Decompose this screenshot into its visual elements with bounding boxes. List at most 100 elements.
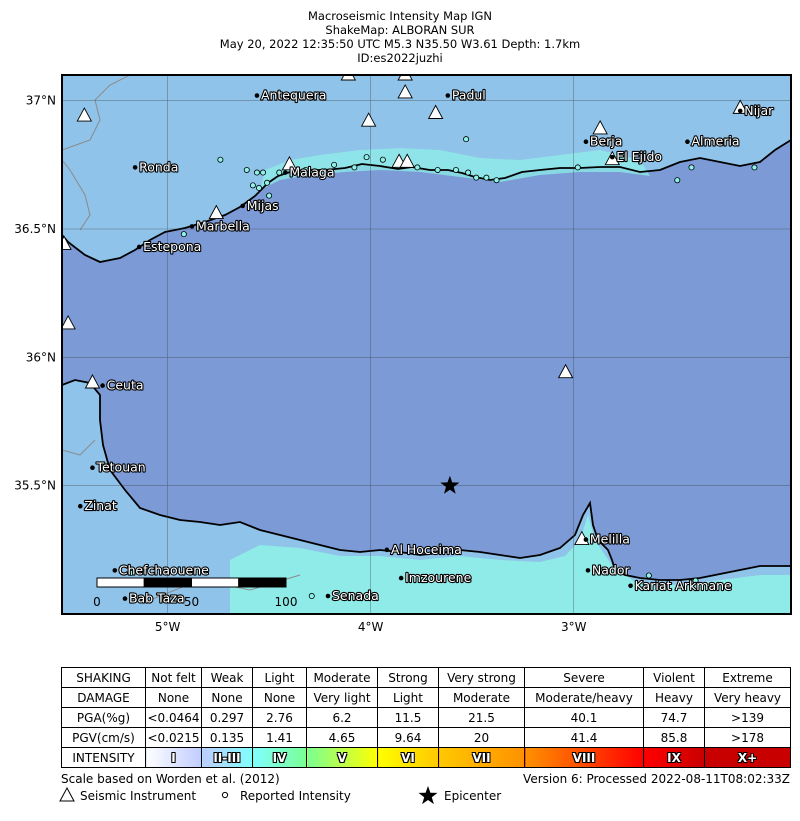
city-dot [583,139,589,145]
intensity-color-cell: V [306,747,378,768]
city-dot [254,93,260,98]
seismic-station-marker[interactable] [592,119,608,135]
city-dot [122,596,128,601]
legend-cell: <0.0464 [145,707,202,728]
legend-cell: Very strong [438,667,525,688]
city-label: El Ejido [616,149,662,164]
legend-cell: Heavy [643,687,705,708]
seismic-station-marker[interactable] [340,67,357,81]
seismic-station-marker[interactable] [360,112,377,127]
city-label: Ceuta [107,378,144,393]
reported-intensity-marker[interactable] [452,166,459,173]
city-label: Estepona [143,239,201,254]
reported-intensity-marker[interactable] [465,169,472,176]
reported-intensity-marker[interactable] [264,179,271,186]
reported-intensity-marker[interactable] [351,164,358,171]
reported-intensity-marker[interactable] [463,136,470,143]
intensity-map: Antequera Padul Nijar Ronda Malaga Berja Almer… [14,67,792,634]
reported-intensity-marker[interactable] [266,192,273,199]
city-dot [112,568,118,573]
legend-cell: None [145,687,202,708]
reported-intensity-marker[interactable] [255,184,262,191]
reported-intensity-marker[interactable] [243,166,250,173]
city-label: Bab Taza [129,591,185,606]
seismic-station-marker[interactable] [61,315,76,330]
city-label: Malaga [289,165,334,180]
seismic-station-marker[interactable] [397,84,413,99]
intensity-color-cell: IV [252,747,307,768]
reported-intensity-marker[interactable] [249,182,256,189]
legend-cell: 0.135 [201,727,253,748]
city-dot [583,537,589,542]
city-label: Chefchaouene [119,562,209,577]
intensity-color-cell: VII [438,747,525,768]
city-dot [585,568,591,573]
legend-cell: Moderate/heavy [524,687,644,708]
city-dot [628,583,633,589]
seismic-station-marker[interactable] [57,235,72,250]
reported-intensity-marker[interactable] [128,569,135,576]
city-dot [445,93,451,98]
seismic-station-marker[interactable] [427,104,444,119]
seismic-station-marker[interactable] [397,67,413,81]
legend-cell: >178 [704,727,791,748]
map-subtitle: ShakeMap: ALBORAN SUR [325,23,475,37]
seismic-station-marker[interactable] [399,153,415,168]
reported-intensity-marker[interactable] [302,166,309,173]
city-label: Tetouan [95,460,145,475]
legend-cell: 85.8 [643,727,705,748]
legend-cell: Very heavy [704,687,791,708]
reported-intensity-marker[interactable] [751,164,758,171]
reported-intensity-marker[interactable] [434,166,441,173]
reported-intensity-marker[interactable] [379,156,386,163]
legend-cell: 74.7 [643,707,705,728]
legend-cell: Moderate [438,687,525,708]
city-label: Al Hoceima [391,542,462,557]
seismic-station-marker[interactable] [208,204,225,220]
reported-intensity-marker[interactable] [688,164,695,171]
city-label: Kariat Arkmane [635,578,732,593]
reported-intensity-marker[interactable] [493,177,500,184]
legend-row-label: DAMAGE [61,687,146,708]
coastal-intensity-band-africa [230,515,791,614]
lat-tick-label: 36.5°N [14,222,56,236]
seismic-station-marker[interactable] [281,155,298,171]
city-label: Nijar [744,103,774,118]
seismic-station-marker[interactable] [76,107,93,122]
reported-intensity-marker[interactable] [574,164,581,171]
legend-cell: 1.41 [252,727,307,748]
scale-bar-label: 0 [93,595,101,609]
legend-row: PGV(cm/s) <0.0215 0.135 1.41 4.65 9.64 20 41.4 8… [61,727,791,748]
reported-intensity-marker[interactable] [276,169,283,176]
intensity-color-cell: X+ [704,747,791,768]
epicenter-star[interactable] [440,475,460,494]
reported-intensity-marker[interactable] [692,577,699,584]
legend-cell: Weak [201,667,253,688]
legend-row-label: PGA(%g) [61,707,146,728]
reported-intensity-marker[interactable] [308,593,315,600]
city-dot [283,170,288,175]
reported-intensity-marker[interactable] [217,156,224,163]
city-dot [325,593,331,599]
legend-cell: 0.297 [201,707,253,728]
legend-row-label: PGV(cm/s) [61,727,146,748]
reported-intensity-marker[interactable] [331,161,338,168]
reported-intensity-marker[interactable] [414,164,421,171]
seismic-station-marker[interactable] [84,374,101,389]
reported-intensity-marker[interactable] [645,572,652,579]
reported-intensity-marker[interactable] [483,174,490,181]
reported-intensity-marker[interactable] [473,174,480,181]
city-label: Padul [452,88,486,103]
reported-intensity-marker[interactable] [363,154,370,161]
reported-intensity-marker[interactable] [253,169,260,176]
city-dot [685,139,690,145]
seismic-station-marker[interactable] [732,99,748,114]
reported-key-icon [221,791,229,799]
reported-intensity-marker[interactable] [674,177,681,184]
legend-cell: Light [252,667,307,688]
reported-intensity-marker[interactable] [260,169,267,176]
reported-intensity-marker[interactable] [180,231,187,238]
seismic-station-marker[interactable] [557,363,574,379]
legend-cell: None [252,687,307,708]
legend-row: DAMAGE None None None Very light Light Moderat… [61,687,791,708]
